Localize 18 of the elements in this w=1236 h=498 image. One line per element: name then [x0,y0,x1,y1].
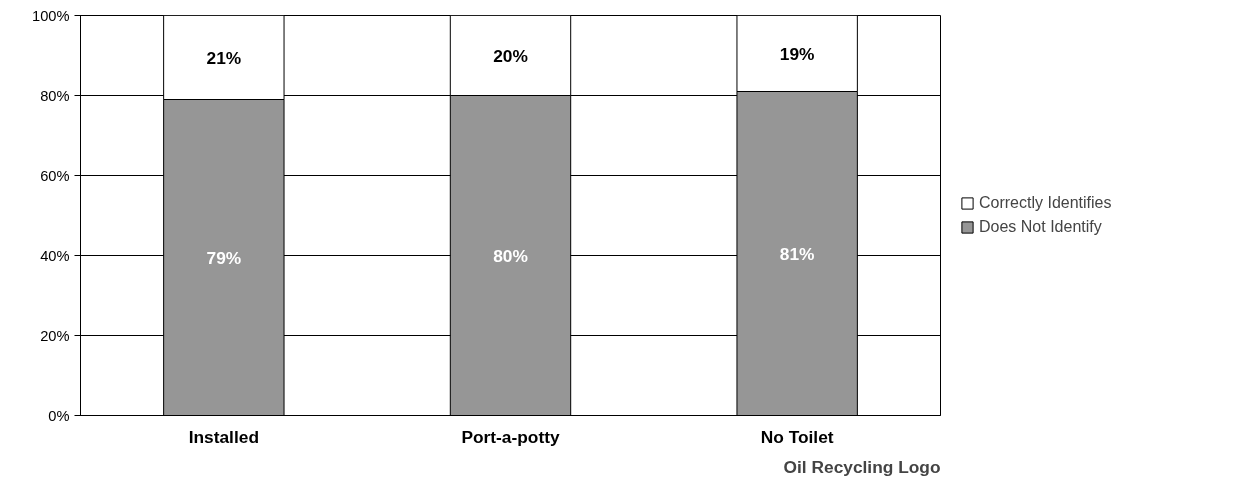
data-label: 80% [493,245,528,266]
y-tick-label: 100% [32,7,70,24]
y-tick-label: 20% [40,327,70,344]
y-tick-label: 80% [40,87,70,104]
x-tick-label: No Toilet [760,426,834,447]
data-label: 81% [779,243,815,264]
legend-label: Does Not Identify [979,217,1102,236]
data-label: 19% [779,43,815,64]
x-axis-title: Oil Recycling Logo [783,456,941,477]
y-tick-label: 0% [48,407,70,424]
legend-label: Correctly Identifies [979,193,1112,212]
x-tick-label: Installed [188,426,259,447]
data-label: 21% [206,47,242,68]
data-label: 20% [493,45,528,66]
x-tick-label: Port-a-potty [461,426,560,447]
data-label: 79% [206,247,242,268]
y-tick-label: 60% [40,167,70,184]
y-tick-label: 40% [40,247,70,264]
